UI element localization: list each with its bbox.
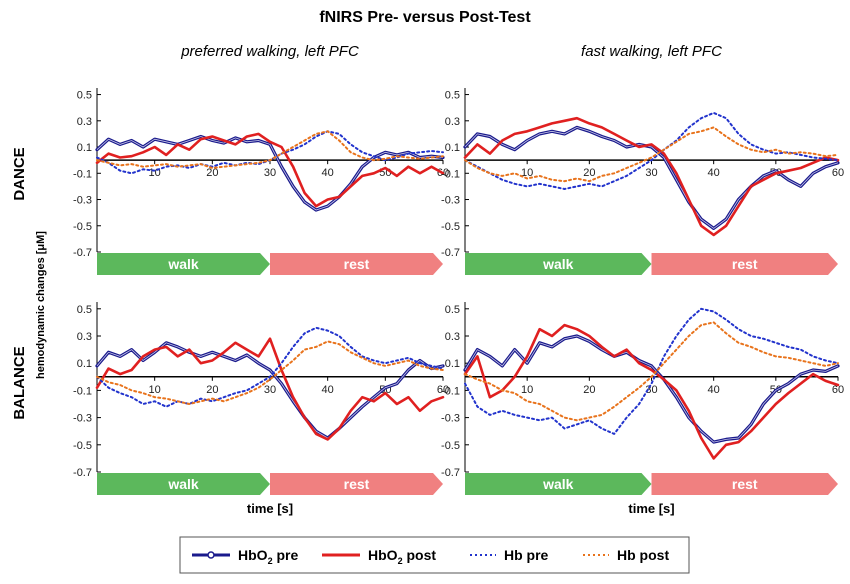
- series-hbo2-pre-highlight: [96, 136, 444, 211]
- phase-label-walk: walk: [542, 476, 574, 492]
- x-tick-label: 60: [832, 384, 844, 396]
- x-tick-label: 10: [521, 384, 533, 396]
- series-hb-pre: [464, 111, 839, 190]
- x-tick-label: 60: [437, 384, 449, 396]
- y-tick-label: 0.5: [445, 304, 460, 316]
- phase-arrow-walk: [465, 473, 652, 495]
- column-title-0: preferred walking, left PFC: [180, 43, 359, 60]
- phase-label-rest: rest: [344, 256, 370, 272]
- phase-label-rest: rest: [732, 476, 758, 492]
- y-tick-label: -0.5: [73, 440, 92, 452]
- column-title-1: fast walking, left PFC: [581, 43, 722, 60]
- x-tick-label: 30: [264, 384, 276, 396]
- legend-label-2: Hb pre: [504, 547, 549, 563]
- x-tick-label: 30: [264, 167, 276, 179]
- y-tick-label: 0.5: [77, 90, 92, 102]
- series-hb-pre: [96, 326, 444, 408]
- x-tick-label: 40: [708, 384, 720, 396]
- y-tick-label: -0.3: [441, 413, 460, 425]
- series-hb-post: [96, 340, 444, 405]
- x-tick-label: 20: [583, 384, 595, 396]
- phase-label-walk: walk: [167, 476, 199, 492]
- phase-arrow-rest: [270, 253, 443, 275]
- phase-arrow-walk: [97, 253, 270, 275]
- phase-label-walk: walk: [167, 256, 199, 272]
- series-hbo2-pre-highlight: [96, 342, 444, 439]
- panel-3: 0.50.30.1-0.1-0.3-0.5-0.710 20 30 40 50 60wal…: [441, 302, 844, 495]
- series-hb-pre: [464, 307, 839, 435]
- phase-arrow-walk: [97, 473, 270, 495]
- y-tick-label: -0.1: [73, 168, 92, 180]
- series-hbo2-post: [95, 132, 445, 208]
- y-tick-label: 0.1: [77, 142, 92, 154]
- row-label-dance: DANCE: [11, 147, 28, 200]
- x-tick-label: 20: [206, 384, 218, 396]
- y-tick-label: 0.3: [77, 116, 92, 128]
- y-tick-label: -0.5: [73, 221, 92, 233]
- panel-2: 0.50.30.1-0.1-0.3-0.5-0.710 20 30 40 50 60wal…: [73, 302, 449, 495]
- series-hb-post: [464, 321, 839, 422]
- x-tick-label: 20: [583, 167, 595, 179]
- y-tick-label: -0.3: [73, 195, 92, 207]
- y-tick-label: 0.1: [445, 358, 460, 370]
- series-hbo2-post: [463, 323, 840, 460]
- legend-label-1: HbO2 post: [368, 547, 436, 566]
- y-axis-label: hemodynamic changes [μM]: [35, 231, 47, 379]
- legend-marker: [207, 551, 215, 559]
- series-hbo2-pre-highlight: [464, 126, 839, 229]
- y-tick-label: 0.5: [445, 90, 460, 102]
- y-tick-label: -0.7: [73, 467, 92, 479]
- x-tick-label: 40: [322, 384, 334, 396]
- series-hb-post: [96, 130, 444, 169]
- panel-0: 0.50.30.1-0.1-0.3-0.5-0.710 20 30 40 50 60wal…: [73, 88, 449, 275]
- series-hbo2-post: [463, 116, 840, 237]
- phase-arrow-walk: [465, 253, 652, 275]
- x-axis-label-1: time [s]: [628, 501, 674, 516]
- phase-arrow-rest: [651, 253, 838, 275]
- row-label-balance: BALANCE: [11, 346, 28, 419]
- y-tick-label: -0.7: [441, 467, 460, 479]
- x-tick-label: 60: [832, 167, 844, 179]
- x-tick-label: 30: [645, 167, 657, 179]
- y-tick-label: -0.7: [441, 247, 460, 259]
- chart-title: fNIRS Pre- versus Post-Test: [319, 9, 531, 26]
- y-tick-label: 0.1: [445, 142, 460, 154]
- series-hb-post: [464, 126, 839, 183]
- phase-arrow-rest: [270, 473, 443, 495]
- phase-label-rest: rest: [732, 256, 758, 272]
- x-tick-label: 20: [206, 167, 218, 179]
- y-tick-label: 0.3: [445, 116, 460, 128]
- phase-arrow-rest: [651, 473, 838, 495]
- series-hbo2-pre-highlight: [464, 335, 839, 443]
- x-tick-label: 40: [322, 167, 334, 179]
- y-tick-label: -0.1: [441, 385, 460, 397]
- y-tick-label: -0.1: [441, 168, 460, 180]
- legend: HbO2 pre HbO2 post Hb pre Hb post: [179, 536, 690, 574]
- y-tick-label: -0.5: [441, 440, 460, 452]
- legend-label-3: Hb post: [617, 547, 669, 563]
- y-tick-label: 0.1: [77, 358, 92, 370]
- phase-label-rest: rest: [344, 476, 370, 492]
- y-tick-label: -0.5: [441, 221, 460, 233]
- y-tick-label: 0.3: [445, 331, 460, 343]
- y-tick-label: -0.7: [73, 247, 92, 259]
- phase-label-walk: walk: [542, 256, 574, 272]
- x-tick-label: 10: [521, 167, 533, 179]
- y-tick-label: 0.3: [77, 331, 92, 343]
- panel-1: 0.50.30.1-0.1-0.3-0.5-0.710 20 30 40 50 60wal…: [441, 88, 844, 275]
- legend-label-0: HbO2 pre: [238, 547, 298, 566]
- y-tick-label: 0.5: [77, 304, 92, 316]
- x-tick-label: 10: [149, 384, 161, 396]
- y-tick-label: -0.3: [73, 413, 92, 425]
- x-tick-label: 40: [708, 167, 720, 179]
- x-axis-label-0: time [s]: [247, 501, 293, 516]
- y-tick-label: -0.3: [441, 195, 460, 207]
- y-tick-label: -0.1: [73, 385, 92, 397]
- series-hbo2-post: [95, 337, 445, 441]
